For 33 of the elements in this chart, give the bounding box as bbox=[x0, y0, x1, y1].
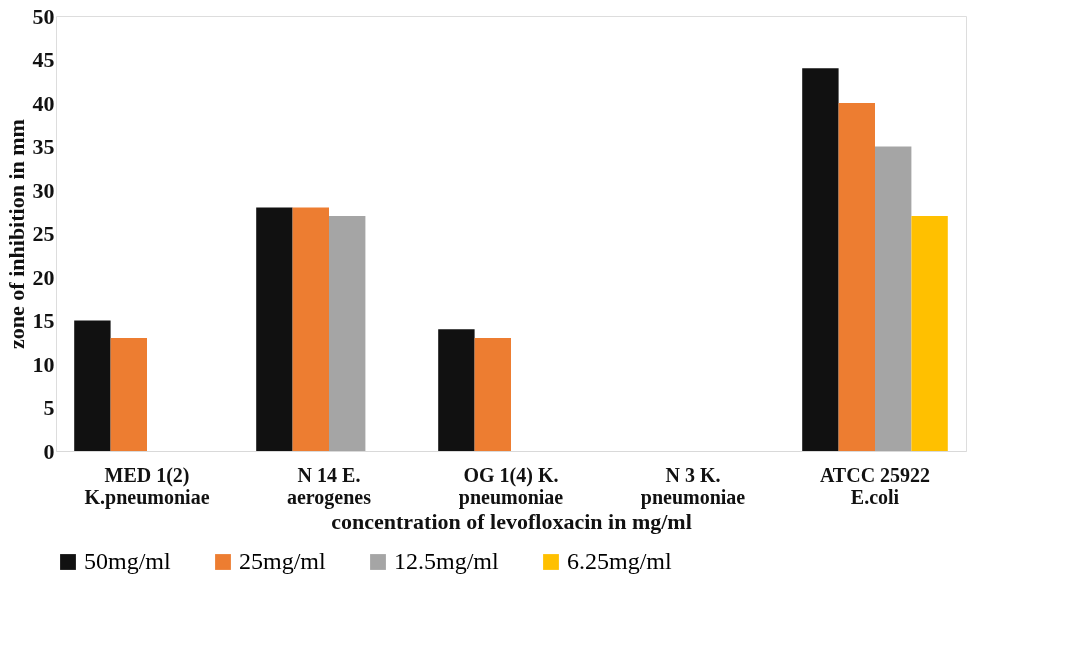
y-tick-label: 30 bbox=[32, 177, 55, 203]
y-tick-label: 35 bbox=[32, 134, 55, 159]
y-tick-label: 25 bbox=[32, 221, 55, 246]
bar bbox=[875, 146, 912, 451]
y-tick-label: 10 bbox=[32, 351, 55, 377]
bar bbox=[292, 207, 329, 451]
legend-label: 50mg/ml bbox=[84, 548, 171, 574]
x-tick-label: MED 1(2) K.pneumoniae bbox=[84, 463, 210, 509]
y-tick-label: 50 bbox=[32, 3, 55, 29]
bar bbox=[802, 68, 839, 451]
y-tick-label: 5 bbox=[43, 395, 55, 420]
legend-label: 12.5mg/ml bbox=[394, 548, 499, 574]
y-tick-label: 20 bbox=[32, 264, 55, 290]
x-tick-label: N 3 K. pneumoniae bbox=[640, 463, 746, 509]
legend-label: 25mg/ml bbox=[239, 548, 326, 574]
x-tick-label: OG 1(4) K. pneumoniae bbox=[458, 463, 564, 509]
x-tick-label: N 14 E. aerogenes bbox=[286, 463, 372, 509]
y-axis-title: zone of inhibition in mm bbox=[3, 119, 29, 349]
bar bbox=[474, 337, 511, 451]
y-tick-label: 40 bbox=[32, 90, 55, 116]
x-tick-label: ATCC 25922 E.coli bbox=[819, 463, 931, 508]
y-tick-label: 15 bbox=[32, 308, 55, 333]
bar bbox=[329, 216, 366, 451]
y-tick-label: 0 bbox=[43, 438, 55, 464]
bar bbox=[74, 320, 111, 451]
bar bbox=[838, 103, 875, 451]
bar bbox=[110, 337, 147, 451]
bar bbox=[438, 329, 475, 451]
legend-label: 6.25mg/ml bbox=[567, 548, 672, 574]
x-axis-title: concentration of levofloxacin in mg/ml bbox=[331, 508, 692, 534]
bar bbox=[911, 216, 948, 451]
y-tick-label: 45 bbox=[32, 47, 55, 72]
bar bbox=[256, 207, 293, 451]
